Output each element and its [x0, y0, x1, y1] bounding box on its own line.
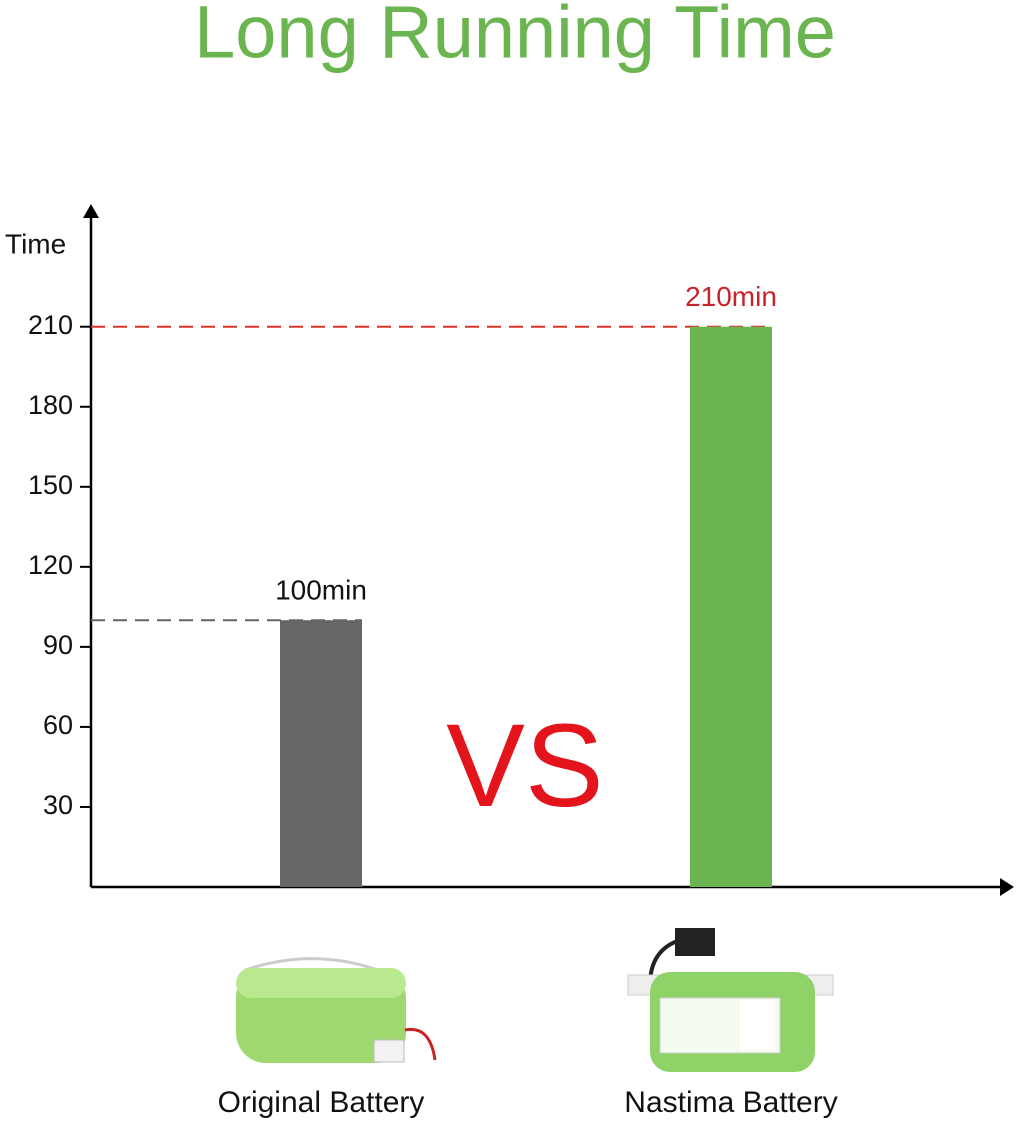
original-battery-image [236, 957, 437, 1063]
y-tick-label: 210 [28, 310, 73, 340]
y-tick-label: 180 [28, 390, 73, 420]
y-tick-label: 30 [43, 790, 73, 820]
y-axis-label: Time [5, 228, 66, 259]
x-axis-arrow [1000, 878, 1014, 896]
bar [690, 326, 772, 888]
annotation: VS [446, 700, 603, 832]
value-label: 210min [685, 281, 777, 312]
y-tick-label: 90 [43, 630, 73, 660]
x-tick-label: Original Battery [218, 1086, 425, 1119]
y-tick-label: 120 [28, 550, 73, 580]
bar [280, 620, 362, 887]
y-tick-label: 150 [28, 470, 73, 500]
y-axis-arrow [83, 204, 99, 218]
y-tick-label: 60 [43, 710, 73, 740]
chart-title: Long Running Time [194, 0, 836, 74]
x-tick-label: Nastima Battery [624, 1086, 837, 1119]
nastima-battery-image [627, 928, 834, 1072]
value-label: 100min [275, 575, 367, 606]
